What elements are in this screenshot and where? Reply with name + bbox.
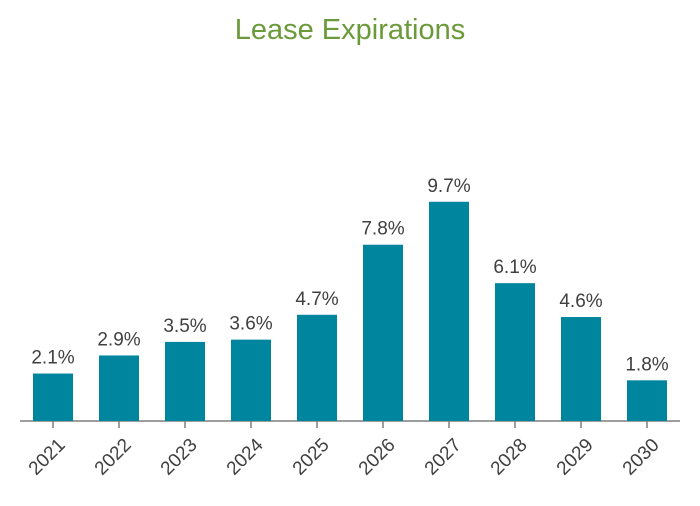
x-tick-label-2029: 2029: [553, 435, 598, 480]
x-tick-label-2023: 2023: [157, 435, 202, 480]
bar-2030: [627, 380, 667, 421]
x-tick-label-2027: 2027: [421, 435, 466, 480]
data-label-2024: 3.6%: [229, 314, 272, 335]
bar-2025: [297, 314, 337, 421]
bar-2026: [363, 244, 403, 421]
bar-2022: [99, 355, 139, 421]
bar-2029: [561, 317, 601, 421]
bar-2023: [165, 341, 205, 421]
x-tick-label-2025: 2025: [289, 435, 334, 480]
data-label-2028: 6.1%: [493, 257, 536, 278]
x-tick-label-2022: 2022: [91, 435, 136, 480]
data-label-2021: 2.1%: [31, 348, 74, 369]
data-label-2029: 4.6%: [559, 291, 602, 312]
bar-2027: [429, 201, 469, 421]
data-label-2030: 1.8%: [625, 354, 668, 375]
bar-2024: [231, 339, 271, 421]
x-tick-label-2030: 2030: [619, 435, 664, 480]
bar-2021: [33, 373, 73, 421]
x-tick-label-2021: 2021: [25, 435, 70, 480]
bar-2028: [495, 283, 535, 421]
data-label-2023: 3.5%: [163, 316, 206, 337]
data-label-2025: 4.7%: [295, 289, 338, 310]
x-tick-label-2024: 2024: [223, 434, 268, 479]
x-tick-label-2026: 2026: [355, 435, 400, 480]
x-tick-label-2028: 2028: [487, 435, 532, 480]
data-label-2027: 9.7%: [427, 176, 470, 197]
chart-title: Lease Expirations: [234, 14, 466, 46]
data-label-2026: 7.8%: [361, 219, 404, 240]
data-label-2022: 2.9%: [97, 329, 140, 350]
